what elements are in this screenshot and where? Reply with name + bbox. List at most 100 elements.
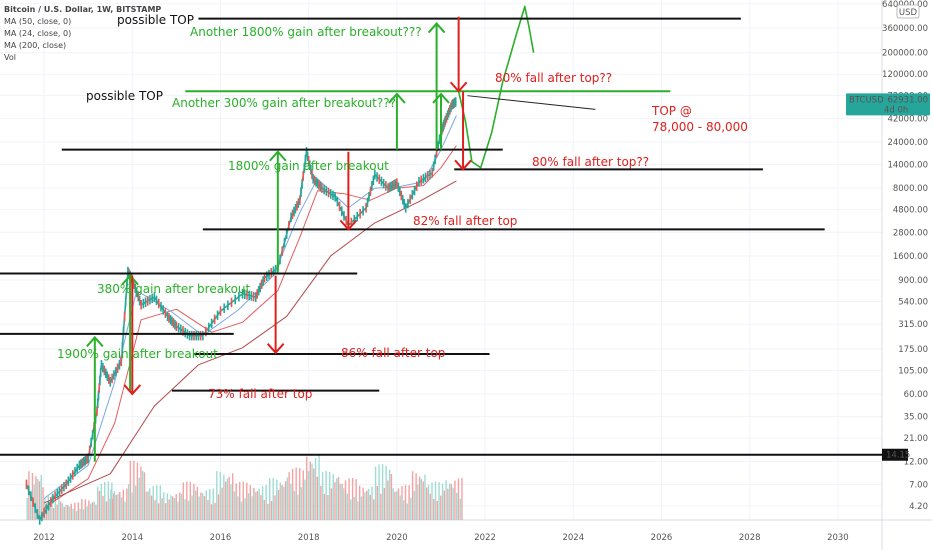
volume-bar <box>445 480 447 520</box>
price-candle <box>216 310 219 320</box>
volume-bar <box>109 498 111 520</box>
volume-bar <box>336 478 338 520</box>
volume-bar <box>38 481 41 520</box>
price-candle <box>149 294 151 305</box>
volume-bar <box>357 501 359 520</box>
price-candle <box>312 173 314 184</box>
volume-bar <box>88 500 90 520</box>
price-candle <box>372 175 375 186</box>
price-candle <box>118 360 121 370</box>
price-candle <box>82 457 85 467</box>
annotation-possible-top-2: possible TOP <box>86 89 163 103</box>
price-candle <box>356 211 359 222</box>
volume-bar <box>387 480 389 520</box>
annotation-fall-82: 82% fall after top <box>413 214 517 228</box>
legend-ma50[interactable]: MA (50, close, 0) <box>4 17 72 26</box>
volume-bar <box>219 471 222 520</box>
gain-1900-arrow-head <box>86 335 104 348</box>
price-candle <box>197 330 200 341</box>
volume-bar <box>390 473 393 520</box>
volume-bar <box>325 471 327 520</box>
volume-bar <box>297 494 299 520</box>
volume-bar <box>63 507 65 520</box>
volume-bar <box>180 493 183 520</box>
price-candle <box>63 481 65 492</box>
price-candle <box>274 264 277 275</box>
price-candle <box>134 283 137 294</box>
volume-bar <box>411 471 414 520</box>
price-candle <box>125 281 128 292</box>
price-candle <box>382 178 385 189</box>
volume-bar <box>401 486 403 520</box>
price-candle <box>446 110 449 120</box>
volume-bar <box>320 485 322 520</box>
volume-bar <box>58 496 60 520</box>
volume-bar <box>256 491 259 520</box>
volume-bar <box>214 502 216 520</box>
price-candle <box>166 311 169 322</box>
volume-bar <box>40 474 42 520</box>
volume-bar <box>295 467 297 520</box>
volume-bar <box>350 499 352 520</box>
price-candle <box>80 459 82 469</box>
price-candle <box>25 479 28 490</box>
volume-bar <box>406 503 409 520</box>
price-candle <box>41 511 43 522</box>
volume-bar <box>89 503 92 520</box>
volume-bar <box>29 491 32 520</box>
price-candle <box>174 319 176 330</box>
volume-bar <box>413 490 416 520</box>
volume-bar <box>381 464 384 520</box>
volume-bar <box>244 498 246 520</box>
volume-bar <box>115 494 117 520</box>
legend-ma200[interactable]: MA (200, close) <box>4 41 67 50</box>
volume-bar <box>286 477 289 520</box>
annotation-fall-86: 86% fall after top <box>341 346 445 360</box>
price-candle <box>307 155 310 166</box>
volume-bar <box>306 456 308 520</box>
volume-bar <box>173 498 176 520</box>
price-candle <box>343 211 345 221</box>
volume-bar <box>67 505 69 520</box>
volume-bar <box>51 495 53 520</box>
volume-bar <box>420 478 423 520</box>
volume-bar <box>117 493 119 520</box>
currency-box <box>896 4 920 19</box>
price-candle <box>34 503 37 513</box>
volume-bar <box>450 484 453 520</box>
volume-bar <box>311 463 313 520</box>
price-candle <box>435 147 438 158</box>
price-candle <box>403 199 406 209</box>
annotation-gain-300: Another 300% gain after breakout??? <box>172 96 396 110</box>
x-tick-label: 2020 <box>386 533 408 543</box>
price-candle <box>67 476 70 486</box>
volume-bar <box>242 481 244 520</box>
volume-bar <box>277 489 280 520</box>
price-candle <box>338 201 341 212</box>
price-candle <box>252 291 255 302</box>
price-candle <box>153 292 156 302</box>
price-candle <box>54 491 56 501</box>
y-tick-label: 200000.00 <box>882 49 928 59</box>
price-candle <box>445 113 448 123</box>
volume-bar <box>164 503 167 520</box>
volume-bar <box>205 490 207 520</box>
price-candle <box>32 497 34 507</box>
volume-bar <box>403 500 405 520</box>
price-candle <box>329 189 332 199</box>
volume-bar <box>168 499 170 520</box>
volume-bar <box>316 476 319 520</box>
volume-bar <box>378 464 380 520</box>
price-candle <box>374 169 376 180</box>
price-candle <box>366 197 369 208</box>
price-candle <box>250 291 253 301</box>
volume-bar <box>440 495 442 520</box>
annotation-possible-top-1: possible TOP <box>117 13 194 27</box>
legend-vol[interactable]: Vol <box>4 53 16 62</box>
x-tick-label: 2030 <box>827 533 849 543</box>
y-tick-label: 540.00 <box>898 298 928 308</box>
volume-bar <box>184 499 186 520</box>
price-candle <box>315 177 317 187</box>
legend-ma24[interactable]: MA (24, close, 0) <box>4 29 72 38</box>
